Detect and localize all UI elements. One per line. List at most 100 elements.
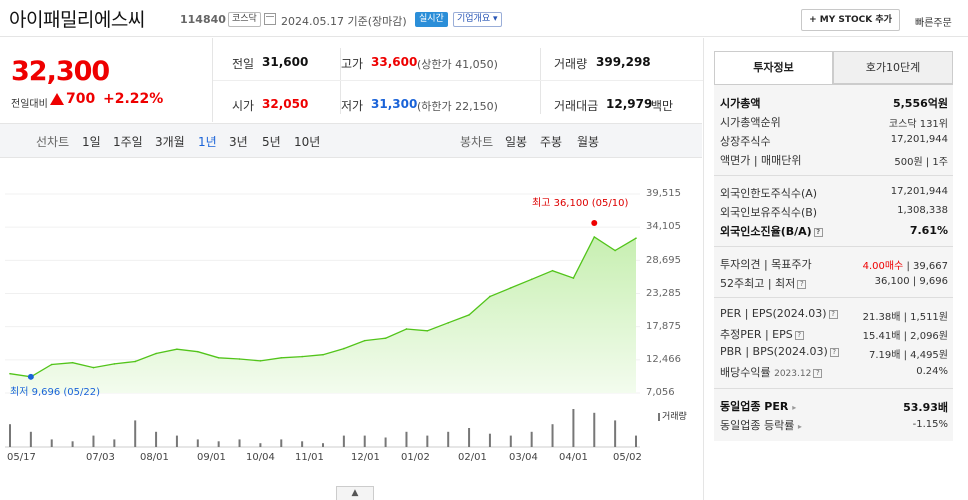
volume-value: 399,298 (596, 55, 651, 69)
volume-bar (50, 439, 53, 447)
divider (714, 388, 953, 389)
amount-unit: 백만 (651, 99, 674, 113)
tab-orderbook[interactable]: 호가10단계 (833, 51, 953, 84)
low-label: 저가 (341, 99, 364, 113)
period-3y[interactable]: 3년 (229, 135, 248, 149)
tab-investment-info[interactable]: 투자정보 (714, 51, 833, 84)
open-label: 시가 (232, 99, 255, 113)
price-point (197, 350, 199, 353)
candle-monthly[interactable]: 월봉 (577, 135, 600, 149)
x-tick: 12/01 (351, 452, 380, 463)
volume-bar (217, 441, 220, 447)
foreign-ratio-value: 7.61% (909, 224, 948, 237)
volume-bar (259, 443, 262, 447)
price-point (510, 287, 512, 289)
low-value: 31,300 (371, 97, 418, 111)
volume-bar (468, 428, 471, 447)
help-icon[interactable]: ? (829, 347, 839, 357)
pbr-label: PBR | BPS(2024.03)? (720, 345, 839, 358)
help-icon[interactable]: ? (794, 330, 804, 340)
market-cap-rank-label: 시가총액순위 (720, 116, 781, 129)
price-point (301, 355, 303, 358)
volume-bar (342, 435, 345, 447)
period-10y[interactable]: 10년 (294, 135, 321, 149)
high-marker (591, 220, 598, 227)
foreign-limit-label: 외국인한도주식수(A) (720, 187, 818, 200)
divider (714, 84, 953, 85)
period-1d[interactable]: 1일 (82, 135, 101, 149)
corp-info-dropdown[interactable]: 기업개요 ▾ (453, 12, 502, 27)
volume-bar (593, 412, 596, 447)
x-tick: 09/01 (197, 452, 226, 463)
help-icon[interactable]: ? (813, 227, 823, 237)
volume-bar (238, 439, 241, 447)
low-annotation: 최저 9,696 (05/22) (10, 387, 101, 398)
price-point (551, 269, 554, 272)
market-cap-rank-value: 코스닥 131위 (888, 119, 948, 130)
chevron-down-icon: ▾ (493, 14, 498, 24)
par-value-label: 액면가 | 매매단위 (720, 154, 802, 167)
high-label: 고가 (341, 57, 364, 71)
w52-value: 36,100 | 9,696 (874, 276, 948, 287)
y-tick: 34,105 (646, 221, 681, 232)
candle-daily[interactable]: 일봉 (505, 135, 528, 149)
foreign-held-label: 외국인보유주식수(B) (720, 206, 818, 219)
prev-close-label: 전일 (232, 57, 255, 71)
price-point (113, 363, 116, 365)
period-1w[interactable]: 1주일 (113, 135, 143, 149)
info-box (714, 85, 953, 441)
stock-code: 114840 (180, 13, 226, 26)
line-chart-label: 선차트 (36, 135, 70, 149)
candle-chart-label: 봉차트 (460, 135, 494, 149)
period-5y[interactable]: 5년 (262, 135, 281, 149)
w52-label: 52주최고 | 최저? (720, 275, 807, 291)
help-icon[interactable]: ? (813, 368, 823, 378)
industry-rate-label: 동일업종 등락률 ▸ (720, 417, 802, 433)
x-tick: 05/17 (7, 452, 36, 463)
realtime-badge[interactable]: 실시간 (415, 12, 448, 27)
calendar-icon (264, 13, 276, 25)
y-tick: 28,695 (646, 255, 681, 266)
price-point (176, 348, 178, 351)
market-cap-value: 5,556억원 (892, 97, 948, 110)
opinion-values: 4.00매수 | 39,667 (862, 261, 948, 272)
x-tick: 04/01 (559, 452, 588, 463)
volume-bar (509, 435, 512, 447)
price-point (92, 366, 95, 369)
my-stock-add-button[interactable]: + MY STOCK 추가 (801, 9, 900, 31)
change-percent: +2.22% (103, 91, 164, 107)
help-icon[interactable]: ? (828, 309, 838, 319)
candle-weekly[interactable]: 주봉 (540, 135, 563, 149)
info-panel (703, 38, 968, 500)
price-point (322, 353, 324, 356)
help-icon[interactable]: ? (797, 279, 807, 289)
change-value: 700 (66, 91, 96, 107)
price-point (343, 347, 345, 350)
price-point (635, 237, 637, 240)
x-tick: 05/02 (613, 452, 642, 463)
industry-per-value: 53.93배 (903, 401, 948, 414)
quick-order-button[interactable]: 빠른주문 (915, 18, 952, 29)
price-point (134, 360, 136, 363)
period-1y[interactable]: 1년 (198, 135, 217, 149)
collapse-tab[interactable]: ▲ (336, 486, 374, 500)
volume-bar (572, 409, 575, 447)
x-tick: 11/01 (295, 452, 324, 463)
price-point (405, 328, 408, 330)
volume-bar (635, 435, 637, 447)
market-cap-label: 시가총액 (720, 97, 761, 110)
shares-label: 상장주식수 (720, 135, 771, 148)
per-value: 21.38배 | 1,511원 (862, 312, 948, 323)
shares-value: 17,201,944 (890, 134, 948, 145)
amount-label: 거래대금 (554, 99, 599, 113)
period-3m[interactable]: 3개월 (155, 135, 185, 149)
volume-bar (29, 431, 32, 447)
volume-bar (9, 424, 11, 447)
foreign-ratio-label: 외국인소진율(B/A)? (720, 223, 823, 239)
volume-legend-label: 거래량 (662, 412, 687, 422)
header-bar (0, 0, 968, 37)
industry-rate-text: 동일업종 등락률 (720, 419, 795, 432)
market-badge: 코스닥 (228, 12, 261, 27)
volume-bar (113, 439, 116, 447)
price-point (259, 360, 262, 362)
